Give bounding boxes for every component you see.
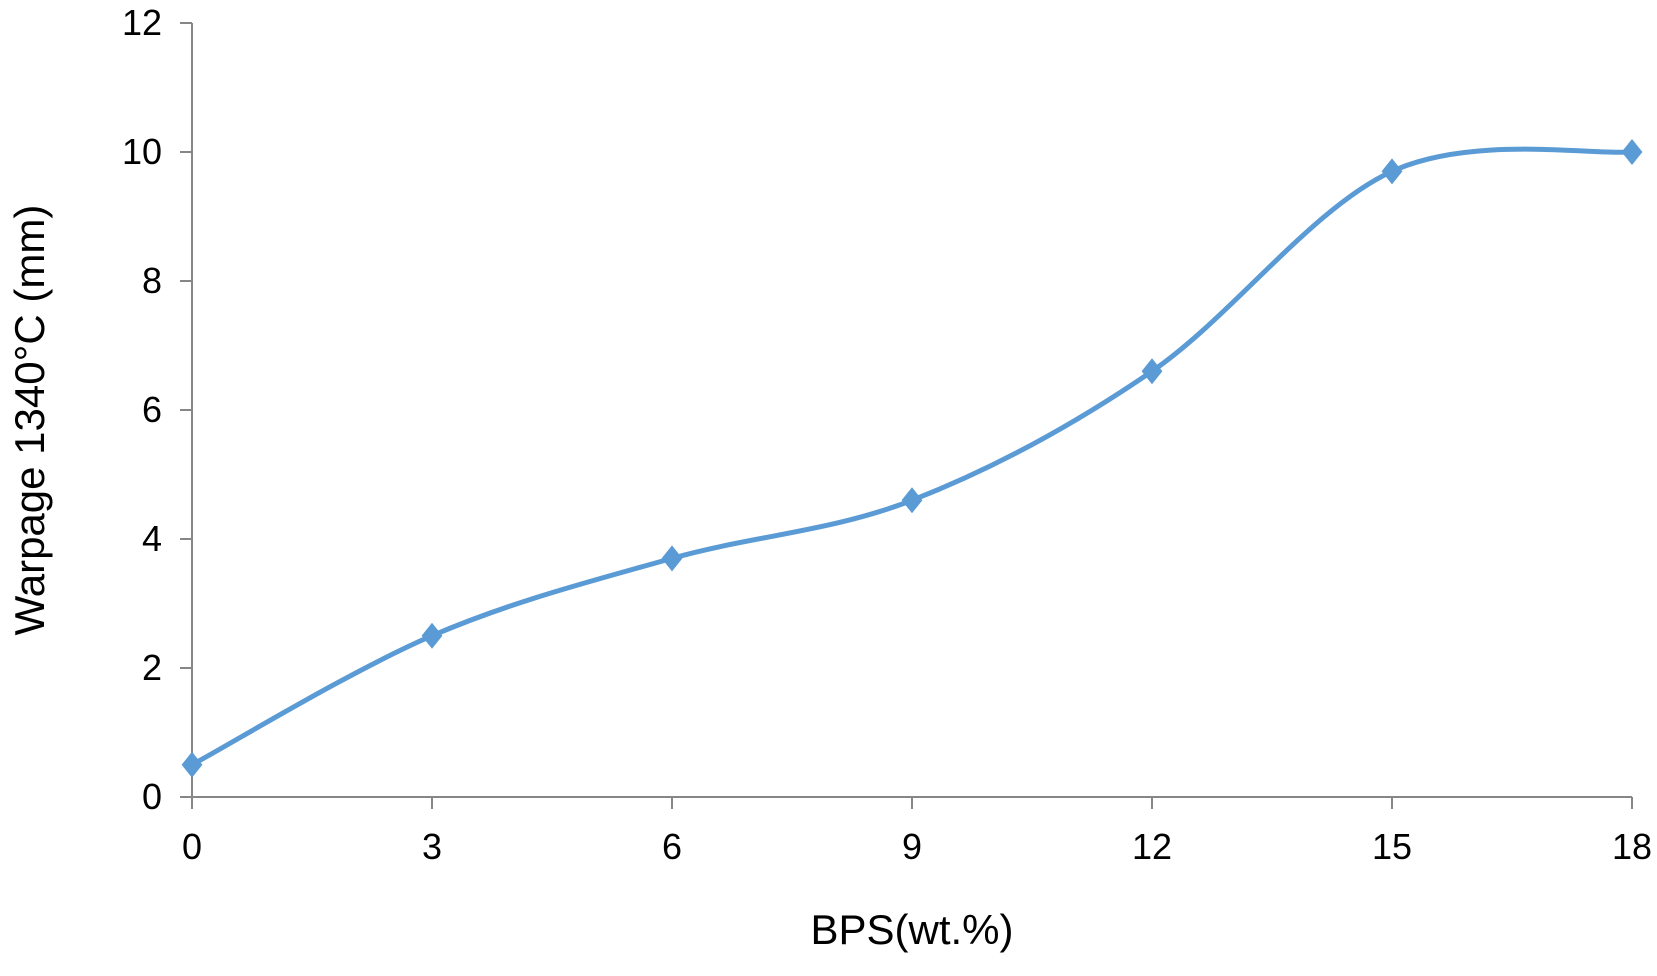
x-tick-label: 12 (1132, 826, 1172, 867)
y-ticks: 0 2 4 6 8 10 12 (122, 2, 192, 817)
x-tick-label: 18 (1612, 826, 1652, 867)
y-axis-title: Warpage 1340°C (mm) (6, 205, 53, 636)
x-tick-label: 3 (422, 826, 442, 867)
y-tick-label: 6 (142, 389, 162, 430)
y-tick-label: 0 (142, 776, 162, 817)
x-tick-label: 6 (662, 826, 682, 867)
y-tick-label: 10 (122, 131, 162, 172)
x-tick-label: 15 (1372, 826, 1412, 867)
axes (191, 23, 1632, 798)
series-layer (181, 139, 1643, 778)
x-ticks: 0 3 6 9 12 15 18 (182, 797, 1652, 867)
y-tick-label: 8 (142, 260, 162, 301)
data-point-marker (1621, 139, 1643, 165)
data-point-marker (181, 751, 203, 778)
y-tick-label: 2 (142, 647, 162, 688)
series-line (189, 146, 1635, 768)
x-tick-label: 9 (902, 826, 922, 867)
y-tick-label: 4 (142, 518, 162, 559)
x-axis-title: BPS(wt.%) (810, 906, 1013, 953)
data-point-marker (1141, 358, 1163, 385)
y-tick-label: 12 (122, 2, 162, 43)
x-tick-label: 0 (182, 826, 202, 867)
data-point-marker (1381, 158, 1403, 185)
data-point-marker (421, 622, 443, 649)
data-point-marker (661, 545, 683, 572)
data-point-marker (901, 487, 923, 514)
